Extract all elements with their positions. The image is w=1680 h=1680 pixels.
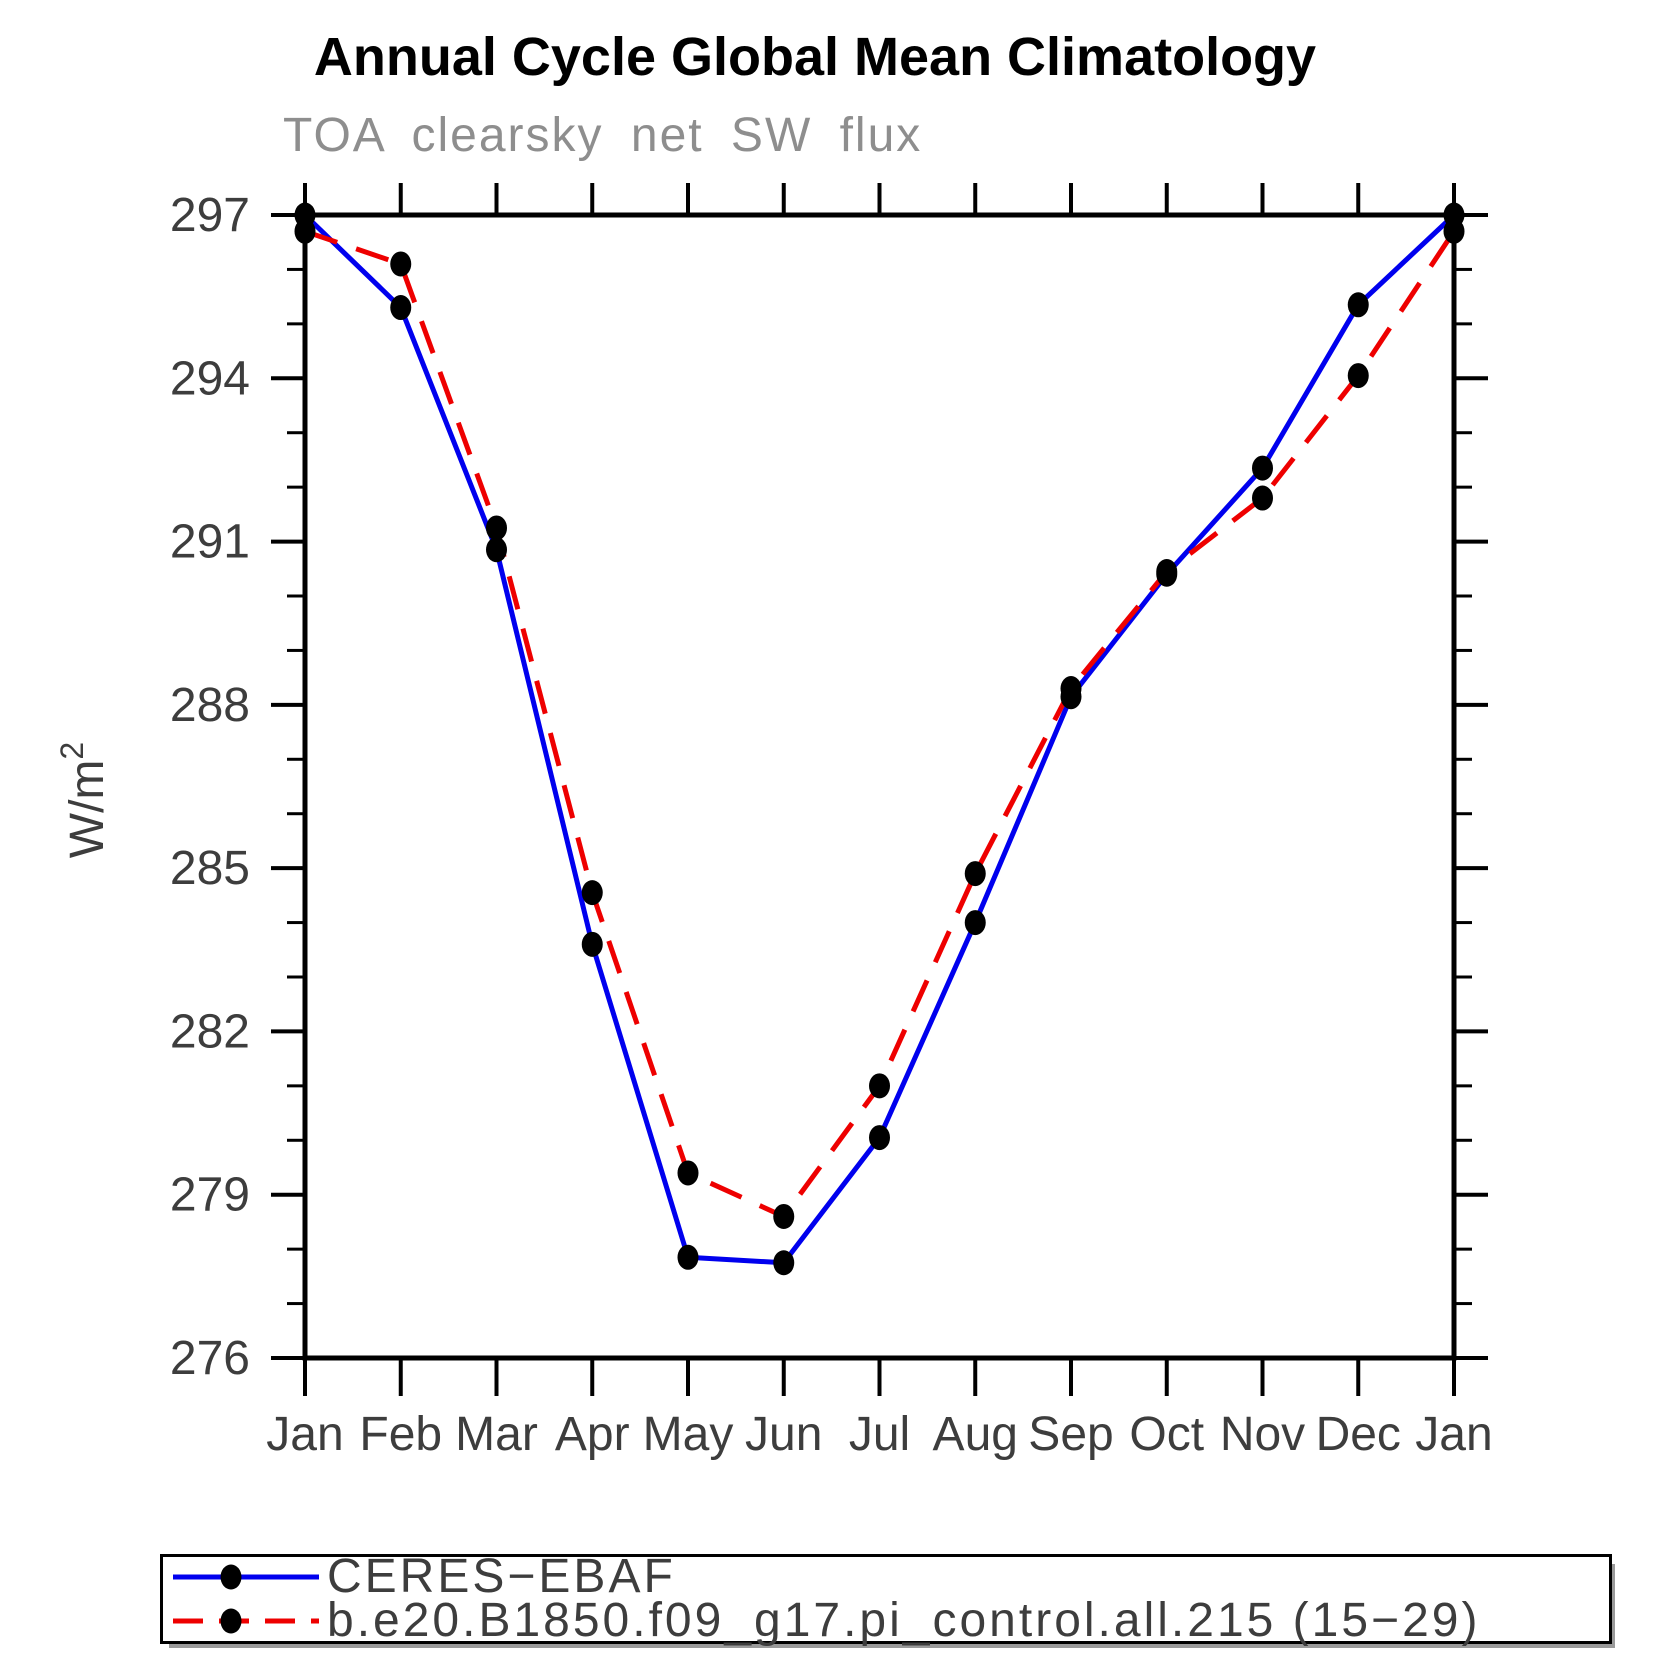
axis-frame	[302, 212, 1457, 1361]
y-tick-label: 279	[170, 1169, 250, 1222]
legend: CERES−EBAF b.e20.B1850.f09_g17.pi_contro…	[160, 1550, 1612, 1647]
data-point-ceres	[773, 1250, 795, 1276]
x-tick-label: Mar	[455, 1408, 538, 1461]
x-tick-label: Feb	[359, 1408, 442, 1461]
legend-label: CERES−EBAF	[327, 1550, 676, 1603]
data-point-ceres	[869, 1125, 890, 1151]
data-point-ceres	[581, 931, 603, 957]
data-point-ceres	[964, 910, 986, 936]
data-point-model	[1252, 485, 1273, 511]
y-tick-label: 288	[170, 679, 250, 732]
legend-swatch-solid-line	[173, 1564, 319, 1590]
y-tick-label: 282	[170, 1005, 250, 1058]
data-point-model	[1347, 363, 1369, 389]
data-point-model	[294, 218, 316, 244]
y-tick-label: 294	[170, 352, 250, 405]
y-tick-label: 276	[170, 1332, 250, 1385]
x-tick-label: Jan	[1415, 1408, 1492, 1461]
y-tick-label: 297	[170, 189, 250, 242]
x-tick-label: Jun	[745, 1408, 822, 1461]
data-point-model	[773, 1203, 795, 1229]
legend-item-model: b.e20.B1850.f09_g17.pi_control.all.215 (…	[171, 1594, 1609, 1647]
x-tick-label: Jan	[266, 1408, 343, 1461]
legend-label: b.e20.B1850.f09_g17.pi_control.all.215 (…	[327, 1594, 1481, 1647]
y-tick-label: 291	[170, 516, 250, 569]
legend-item-ceres: CERES−EBAF	[171, 1550, 1609, 1603]
legend-swatch-dashed-line	[173, 1608, 319, 1634]
data-point-ceres	[486, 537, 507, 563]
chart-title: Annual Cycle Global Mean Climatology	[313, 27, 1317, 87]
x-tick-label: Oct	[1129, 1408, 1204, 1461]
y-tick-label: 285	[170, 842, 250, 895]
x-tick-label: Aug	[933, 1408, 1018, 1461]
legend-marker-dot	[220, 1564, 242, 1590]
x-tick-label: Jul	[849, 1408, 910, 1461]
data-point-ceres	[677, 1244, 699, 1270]
data-point-model	[581, 880, 603, 906]
data-point-model	[869, 1073, 890, 1099]
legend-marker-dot	[220, 1608, 242, 1634]
data-point-model	[677, 1160, 699, 1186]
x-tick-label: May	[643, 1408, 734, 1461]
data-point-ceres	[1252, 455, 1273, 481]
x-tick-label: Dec	[1316, 1408, 1401, 1461]
x-tick-label: Apr	[555, 1408, 630, 1461]
data-point-model	[390, 251, 412, 277]
data-point-model	[1156, 559, 1178, 585]
series-line-model	[304, 228, 1457, 1219]
data-point-model	[1443, 218, 1465, 244]
data-point-ceres	[390, 295, 412, 321]
chart-subtitle: TOA clearsky net SW flux	[283, 109, 923, 162]
x-tick-label: Sep	[1028, 1408, 1113, 1461]
y-axis-label: W/m2	[54, 742, 114, 858]
data-point-model	[964, 861, 986, 887]
x-tick-label: Nov	[1220, 1408, 1305, 1461]
data-point-model	[486, 515, 507, 541]
data-point-model	[1060, 676, 1082, 702]
series-line-ceres	[303, 213, 1456, 1266]
data-point-ceres	[1347, 292, 1369, 318]
